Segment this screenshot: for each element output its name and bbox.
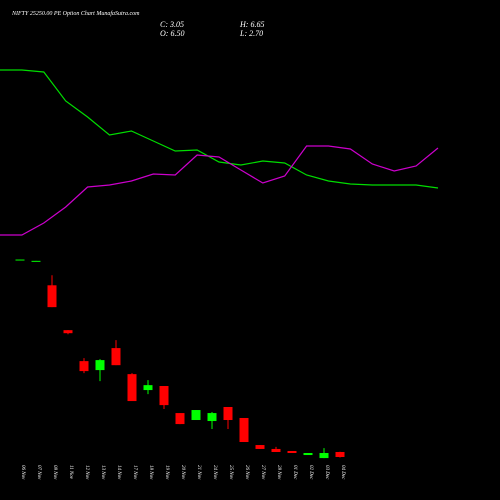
x-tick-label: 02 Dec [308,465,313,480]
indicator-line [0,145,439,236]
chart-title: NIFTY 25250.00 PE Option Chart MunafaSut… [11,10,140,17]
indicator-line [0,69,439,189]
candle-body [127,374,137,402]
candle-body [79,361,89,372]
open-label: O: 6.50 [160,29,184,38]
low-label: L: 2.70 [239,29,263,38]
candle-body [239,417,249,443]
x-tick-label: 03 Dec [324,465,329,480]
candle-body [63,330,73,334]
x-tick-label: 19 Nov [164,465,169,480]
x-tick-label: 21 Nov [196,465,201,480]
candle-body [303,453,313,456]
close-label: C: 3.05 [160,20,184,29]
x-tick-label: 25 Nov [228,465,233,480]
x-tick-label: 11 Nov [68,465,73,480]
x-tick-label: 24 Nov [212,465,217,480]
candle-body [143,385,153,391]
candle-body [175,413,185,425]
x-tick-label: 12 Nov [84,465,89,480]
x-tick-label: 04 Dec [340,465,345,480]
x-tick-label: 14 Nov [116,465,121,480]
x-tick-label: 20 Nov [180,465,185,480]
candle-body [319,453,329,459]
candle-body [159,386,169,406]
x-tick-label: 01 Dec [292,465,297,480]
high-label: H: 6.65 [239,20,264,29]
candle-body [95,360,105,371]
x-tick-label: 08 Nov [52,465,57,480]
candle-body [223,406,233,421]
x-tick-label: 13 Nov [100,465,105,480]
x-tick-label: 18 Nov [148,465,153,480]
x-tick-label: 17 Nov [132,465,137,480]
candle-body [111,348,121,366]
candle-body [207,413,217,422]
candle-body [255,445,265,449]
candle-body [287,450,297,454]
candle-body [31,260,41,262]
x-tick-label: 28 Nov [276,465,281,480]
candle-body [15,259,25,261]
x-tick-label: 26 Nov [244,465,249,480]
x-tick-label: 07 Nov [36,465,41,480]
candle-body [47,285,57,308]
x-tick-label: 27 Nov [260,465,265,480]
x-tick-label: 06 Nov [20,465,25,480]
candle-body [191,410,201,421]
candle-body [335,451,345,457]
candle-body [271,448,281,452]
